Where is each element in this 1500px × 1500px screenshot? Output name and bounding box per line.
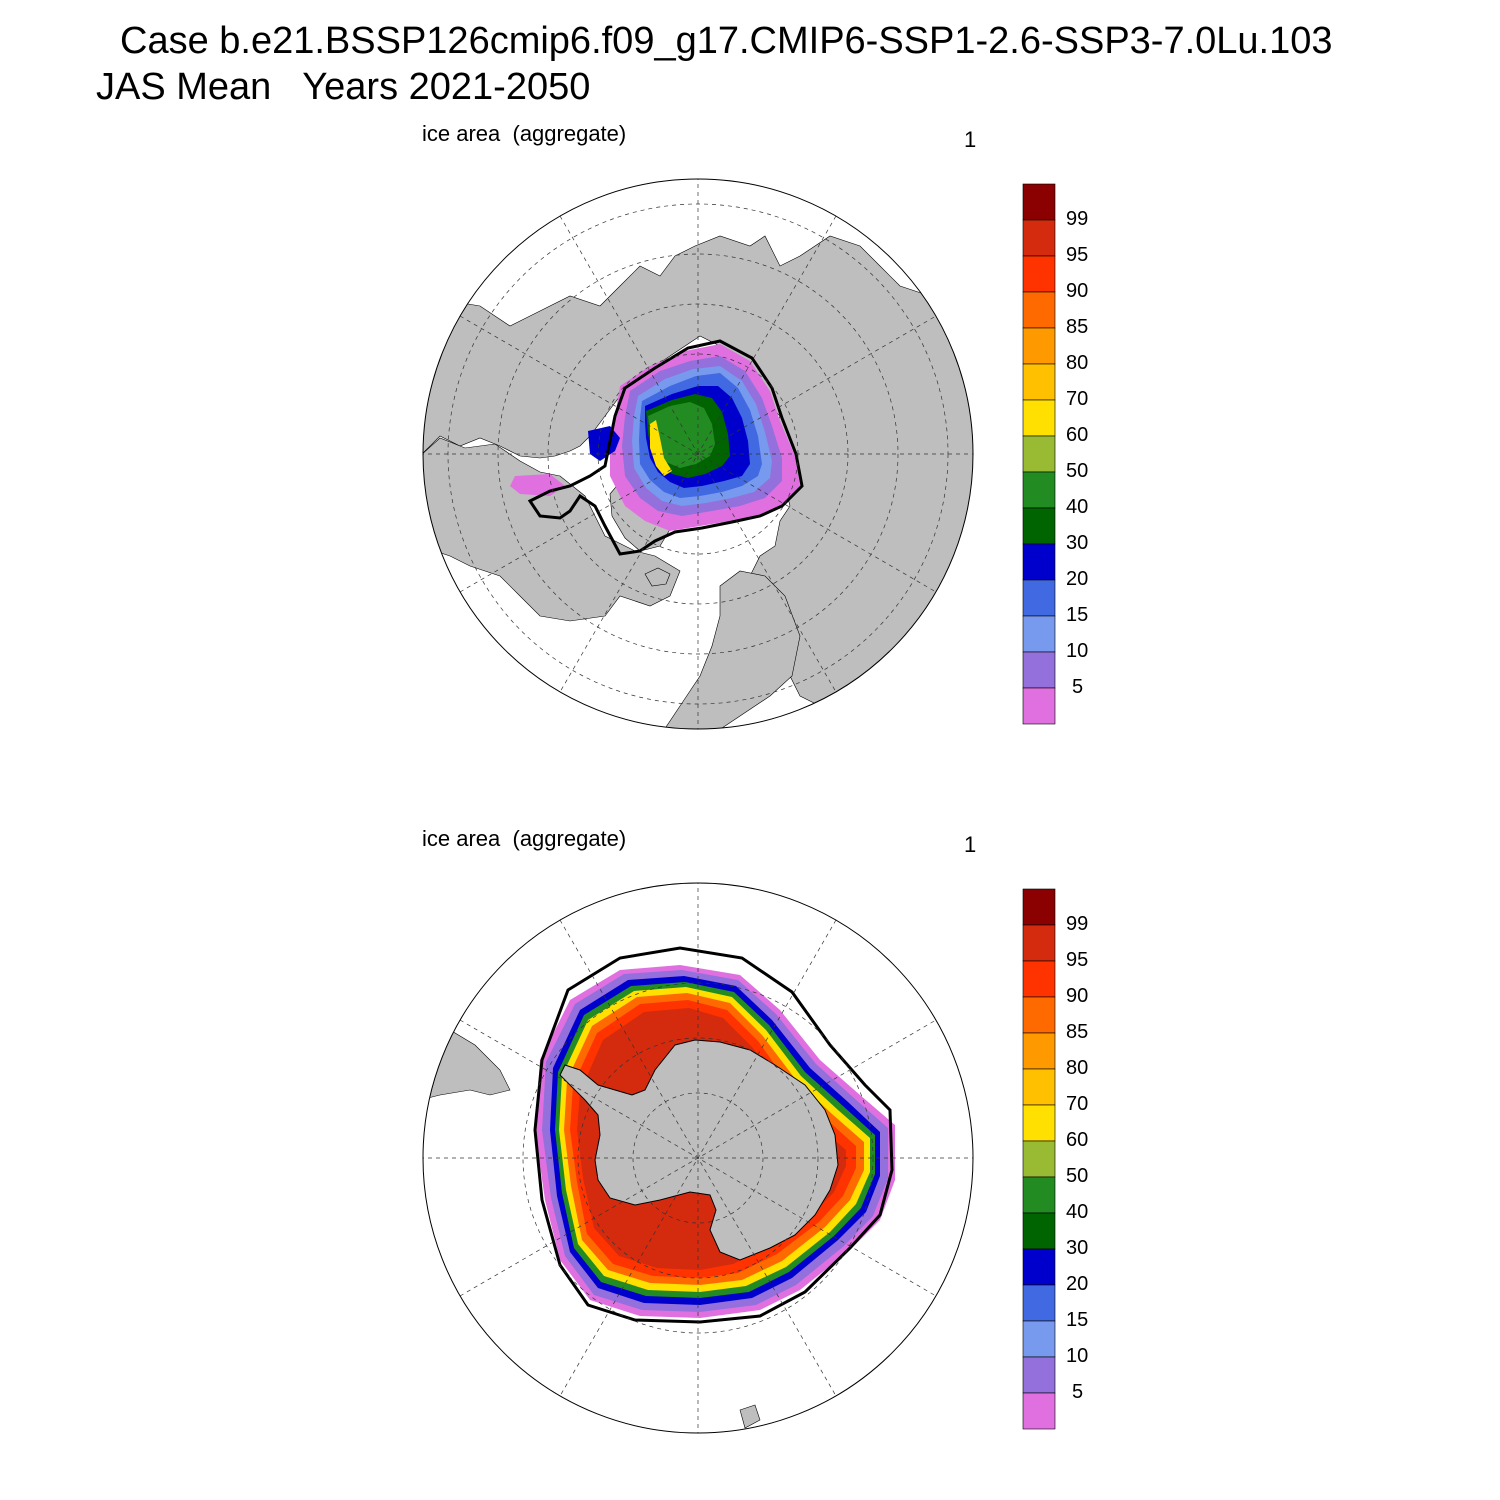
north-polar-map [422, 178, 974, 730]
north-colorbar-label: 5 [1072, 676, 1084, 698]
south-colorbar-box-10 [1022, 1248, 1056, 1286]
north-colorbar-box-9 [1022, 507, 1056, 545]
south-colorbar-box-1 [1022, 924, 1056, 962]
north-panel-label: ice area (aggregate) [422, 121, 627, 146]
north-ice-edge-contour [527, 339, 804, 556]
south-colorbar-label: 60 [1066, 1129, 1089, 1151]
south-colorbar-label: 5 [1072, 1381, 1084, 1403]
north-ice-yellow-70 [650, 420, 672, 476]
south-colorbar-box-5 [1022, 1068, 1056, 1106]
south-colorbar-label: 99 [1066, 913, 1089, 935]
south-colorbar-box-6 [1022, 1104, 1056, 1142]
figure-title-line-1: Case b.e21.BSSP126cmip6.f09_g17.CMIP6-SS… [120, 20, 1333, 62]
south-panel-label: ice area (aggregate) [422, 826, 627, 851]
south-ice-edge-contour [533, 946, 894, 1324]
south-colorbar-label: 85 [1066, 1021, 1089, 1043]
north-panel-number: 1 [964, 127, 977, 152]
north-land-eurasia [423, 235, 973, 729]
south-colorbar-box-7 [1022, 1140, 1056, 1178]
north-colorbar-box-1 [1022, 219, 1056, 257]
south-colorbar-label: 80 [1066, 1057, 1089, 1079]
north-colorbar-label: 20 [1066, 568, 1089, 590]
north-land-north-america [423, 437, 681, 622]
north-colorbar-label: 90 [1066, 280, 1089, 302]
north-colorbar-box-8 [1022, 471, 1056, 509]
north-colorbar-box-7 [1022, 435, 1056, 473]
north-colorbar-label: 15 [1066, 604, 1089, 626]
north-colorbar-box-6 [1022, 399, 1056, 437]
south-colorbar-box-14 [1022, 1392, 1056, 1430]
south-colorbar-label: 70 [1066, 1093, 1089, 1115]
south-polar-map [422, 882, 974, 1434]
north-graticule [423, 179, 973, 729]
north-colorbar-box-5 [1022, 363, 1056, 401]
north-colorbar-box-4 [1022, 327, 1056, 365]
north-colorbar-label: 70 [1066, 388, 1089, 410]
north-colorbar-box-14 [1022, 687, 1056, 725]
south-colorbar-label: 30 [1066, 1237, 1089, 1259]
north-colorbar-label: 60 [1066, 424, 1089, 446]
south-colorbar-label: 15 [1066, 1309, 1089, 1331]
north-colorbar-label: 50 [1066, 460, 1089, 482]
north-land-iceland [644, 567, 671, 587]
south-colorbar-label: 20 [1066, 1273, 1089, 1295]
north-colorbar-box-12 [1022, 615, 1056, 653]
south-land-nz-fragment [739, 1404, 761, 1429]
south-land-antarctica [559, 1039, 839, 1261]
south-colorbar-box-2 [1022, 960, 1056, 998]
north-colorbar-label: 10 [1066, 640, 1089, 662]
figure-title-line-2: JAS Mean Years 2021-2050 [96, 66, 591, 108]
south-colorbar [1022, 888, 1056, 1430]
north-colorbar [1022, 183, 1056, 725]
north-colorbar-box-2 [1022, 255, 1056, 293]
north-colorbar-label: 95 [1066, 244, 1089, 266]
south-colorbar-label: 50 [1066, 1165, 1089, 1187]
south-colorbar-label: 90 [1066, 985, 1089, 1007]
south-colorbar-label: 40 [1066, 1201, 1089, 1223]
north-colorbar-label: 99 [1066, 208, 1089, 230]
north-colorbar-box-0 [1022, 183, 1056, 221]
south-colorbar-box-11 [1022, 1284, 1056, 1322]
north-colorbar-box-3 [1022, 291, 1056, 329]
south-colorbar-box-13 [1022, 1356, 1056, 1394]
north-colorbar-box-11 [1022, 579, 1056, 617]
south-colorbar-box-3 [1022, 996, 1056, 1034]
south-colorbar-box-8 [1022, 1176, 1056, 1214]
south-colorbar-box-4 [1022, 1032, 1056, 1070]
north-colorbar-label: 85 [1066, 316, 1089, 338]
north-colorbar-label: 30 [1066, 532, 1089, 554]
south-panel-number: 1 [964, 832, 977, 857]
north-colorbar-label: 40 [1066, 496, 1089, 518]
south-colorbar-box-9 [1022, 1212, 1056, 1250]
north-colorbar-box-10 [1022, 543, 1056, 581]
south-colorbar-label: 10 [1066, 1345, 1089, 1367]
south-graticule [423, 883, 973, 1433]
south-colorbar-label: 95 [1066, 949, 1089, 971]
north-land-scandinavia [659, 570, 801, 729]
north-colorbar-label: 80 [1066, 352, 1089, 374]
north-colorbar-box-13 [1022, 651, 1056, 689]
south-colorbar-box-0 [1022, 888, 1056, 926]
south-colorbar-box-12 [1022, 1320, 1056, 1358]
